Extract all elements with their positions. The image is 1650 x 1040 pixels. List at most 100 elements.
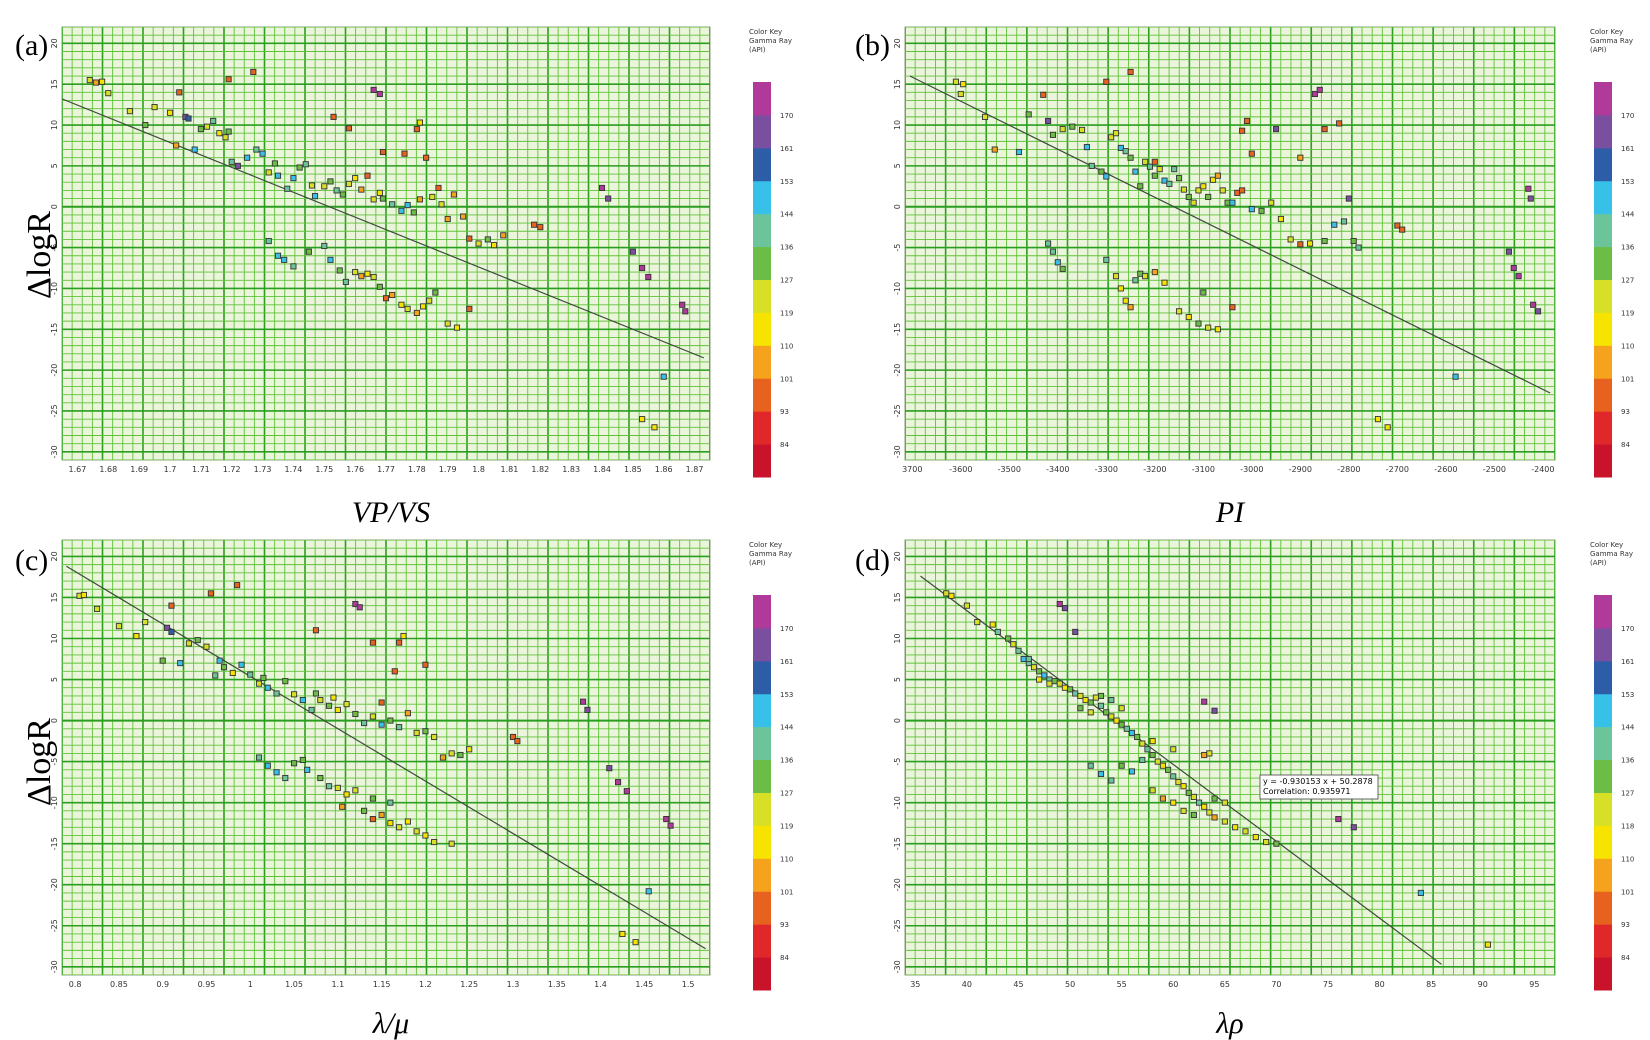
color-key-band [753, 180, 771, 215]
data-point [1056, 600, 1063, 608]
y-tick-label: -5 [50, 244, 59, 252]
data-points [86, 68, 689, 431]
data-point [1088, 162, 1095, 169]
x-tick-label: 1.83 [562, 465, 580, 474]
data-point [1170, 773, 1177, 780]
x-tick-label: 1.45 [635, 980, 653, 989]
x-tick-label: 65 [1220, 980, 1230, 989]
data-point [989, 621, 996, 628]
color-key-title: Color Key [749, 541, 782, 549]
data-point [419, 303, 427, 310]
color-key-tick: 127 [780, 277, 793, 285]
panel-label: (d) [855, 544, 890, 577]
color-key-band [1594, 147, 1612, 182]
data-point [115, 623, 122, 630]
data-point [1139, 756, 1146, 764]
color-key-band [1594, 378, 1612, 412]
x-tick-label: 85 [1426, 980, 1436, 989]
data-point [321, 183, 328, 190]
data-point [579, 698, 587, 705]
data-point [1049, 131, 1056, 138]
x-tick-label: -2900 [1289, 465, 1312, 474]
color-key-tick: 136 [780, 244, 794, 252]
color-key-band [753, 660, 771, 695]
data-point [173, 142, 180, 149]
color-key-tick: 101 [1621, 375, 1634, 383]
data-point [615, 779, 622, 786]
data-point [333, 187, 340, 194]
data-point [423, 154, 430, 161]
data-point [991, 146, 998, 153]
data-point [260, 674, 267, 681]
color-key-tick: 93 [1621, 408, 1630, 416]
data-point [290, 263, 297, 270]
x-tick-label: 1.82 [531, 465, 549, 474]
data-point [105, 90, 112, 97]
color-key-tick: 84 [1621, 954, 1630, 962]
data-point [1394, 222, 1401, 229]
x-tick-label: -2500 [1483, 465, 1506, 474]
data-point [1159, 762, 1166, 769]
color-key-tick: 153 [780, 691, 793, 699]
data-point [1083, 144, 1090, 151]
color-key-tick: 110 [780, 342, 793, 350]
data-point [370, 196, 377, 203]
data-point [623, 788, 630, 795]
y-tick-label: -20 [50, 364, 59, 377]
data-point [1229, 304, 1236, 311]
data-point [197, 126, 204, 133]
data-point [228, 158, 235, 165]
data-point [352, 710, 359, 718]
data-point [387, 799, 394, 806]
color-key-band [753, 825, 771, 859]
data-point [413, 828, 420, 835]
data-point [1010, 641, 1017, 648]
grid [62, 540, 710, 975]
data-point [1195, 187, 1202, 194]
data-point [369, 639, 376, 646]
x-tick-label: 1.73 [254, 465, 272, 474]
color-key-title: (API) [749, 559, 766, 567]
data-point [255, 680, 263, 687]
color-key-band [1594, 411, 1612, 445]
data-point [439, 754, 446, 761]
data-point [343, 791, 350, 798]
data-point [1190, 199, 1197, 206]
data-points [943, 590, 1491, 948]
y-tick-label: -15 [893, 323, 902, 336]
y-tick-label: -5 [50, 758, 59, 766]
x-tick-label: -2700 [1386, 465, 1409, 474]
data-point [1277, 215, 1284, 223]
x-tick-label: 1.67 [69, 465, 87, 474]
data-point [339, 803, 346, 810]
data-point [1122, 297, 1129, 304]
data-point [1515, 273, 1522, 280]
x-tick-label: 1.79 [439, 465, 457, 474]
data-point [247, 671, 254, 678]
data-point [1108, 134, 1115, 141]
color-key-band [753, 279, 771, 313]
data-point [500, 232, 507, 239]
data-point [1025, 111, 1032, 118]
x-tick-label: 90 [1478, 980, 1488, 989]
data-point [1170, 799, 1177, 806]
color-key-tick: 110 [780, 855, 793, 863]
data-point [435, 184, 442, 191]
data-point [1127, 68, 1134, 75]
data-point [466, 746, 473, 753]
color-key-tick: 161 [780, 145, 793, 153]
color-key-tick: 101 [1621, 888, 1634, 896]
data-point [1059, 126, 1066, 133]
data-point [352, 600, 359, 608]
data-point [1211, 795, 1218, 802]
color-key-tick: 119 [780, 309, 793, 317]
x-tick-label: -3400 [1046, 465, 1069, 474]
color-key-title: (API) [1590, 559, 1607, 567]
data-point [151, 104, 158, 111]
y-tick-label: 15 [893, 592, 902, 602]
color-key-band [753, 147, 771, 182]
data-point [1205, 193, 1212, 200]
data-point [327, 178, 334, 185]
